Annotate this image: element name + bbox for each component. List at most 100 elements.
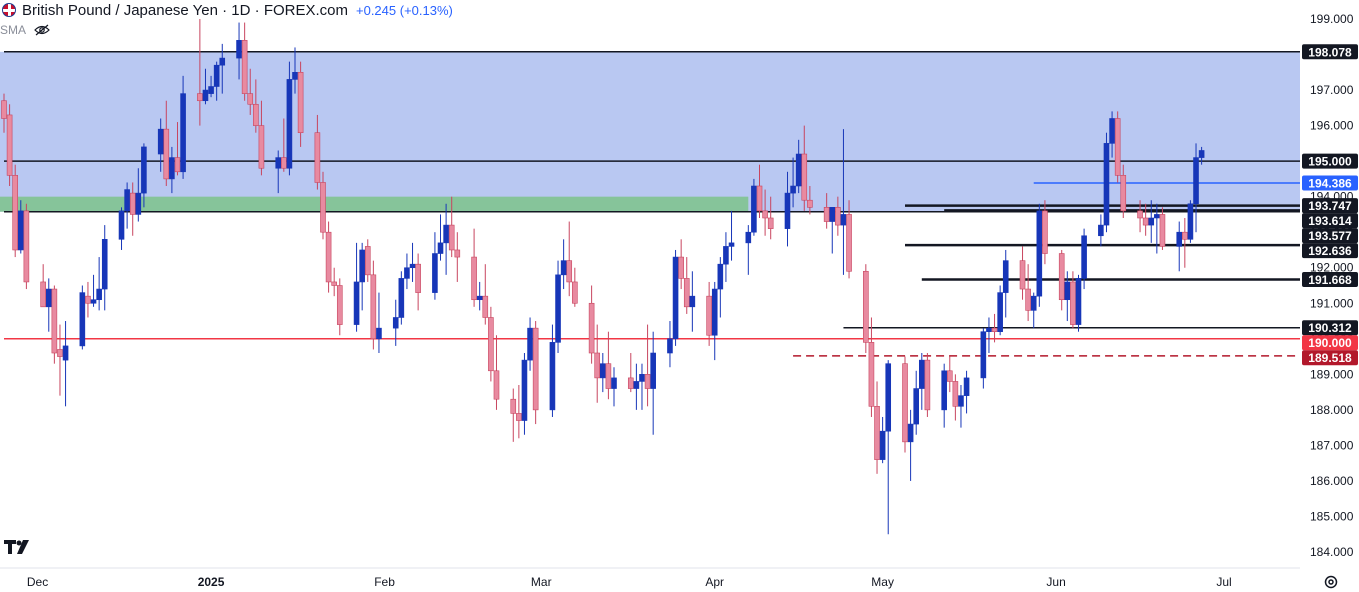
settings-gear-icon[interactable] [1323,574,1339,590]
candle-body [1120,175,1127,212]
candle-body [253,103,259,126]
candle-body [101,239,108,290]
candle-body [728,242,735,247]
axis-label-bg [1302,175,1358,191]
candle-body [588,302,595,354]
candle-body [370,274,377,340]
candle-body [314,132,321,183]
candle-body [320,182,326,233]
candle-body [790,185,796,194]
candle-body [1081,235,1087,279]
candle-body [986,327,992,332]
candle-body [762,210,768,219]
symbol-title[interactable]: British Pound / Japanese Yen · 1D · FORE… [22,1,348,19]
axis-price-label: 195.000 [1308,155,1352,169]
indicator-legend[interactable]: SMA [0,23,50,37]
candle-body [678,256,684,279]
candle-body [174,157,181,173]
candle-body [281,157,287,169]
axis-price-label: 190.000 [1308,336,1352,350]
candle-body [454,249,461,258]
candle-body [1019,260,1026,290]
candle-body [364,246,371,276]
candle-body [1030,295,1037,311]
axis-price-label: 191.668 [1308,273,1352,287]
candle-body [1098,224,1104,237]
candle-body [1159,214,1166,247]
eye-slash-icon[interactable] [34,24,50,36]
candle-body [258,125,265,169]
candle-body [476,295,483,301]
candle-body [868,342,875,407]
x-tick-label: Jun [1046,575,1065,589]
candle-body [336,285,343,325]
candle-body [1148,217,1155,226]
candle-body [275,157,282,169]
candle-body [516,413,522,421]
candle-body [124,189,130,212]
candle-body [840,214,847,226]
axis-label-bg [1302,44,1358,60]
candle-body [683,278,690,308]
candle-body [958,395,964,407]
candle-body [706,295,712,336]
candle-body [286,79,293,169]
candle-body [946,370,953,382]
tradingview-logo-icon[interactable] [4,538,36,558]
axis-label-bg [1302,243,1358,259]
candle-body [1075,278,1082,325]
indicator-label[interactable]: SMA [0,23,27,37]
candle-body [918,359,925,389]
candle-body [241,40,248,94]
x-tick-label: Jul [1216,575,1231,589]
x-tick-label: Mar [531,575,552,589]
candle-body [913,388,920,425]
price-axis[interactable] [1300,0,1359,592]
candle-body [510,398,517,414]
candle-body [409,263,416,269]
candle-body [627,377,634,389]
candle-body [650,352,656,389]
candle-body [1137,210,1143,219]
candle-body [644,374,651,389]
candle-body [219,57,226,66]
candle-body [141,146,147,194]
candle-body [415,263,421,293]
candle-body [835,207,841,226]
candle-body [717,263,724,290]
candle-body [611,377,617,389]
candle-body [1,100,7,119]
candle-body [1042,210,1048,254]
y-tick-label: 187.000 [1310,438,1354,452]
candle-body [823,207,830,222]
candle-body [572,281,578,304]
candle-body [12,175,18,251]
candle-body [1187,203,1194,240]
axis-label-bg [1302,228,1358,244]
candle-body [135,192,142,215]
candle-body [902,363,908,443]
candle-body [247,93,254,105]
candle-body [1142,217,1149,226]
candle-body [157,128,164,155]
candle-body [51,288,58,354]
candle-body [874,406,880,460]
y-tick-label: 191.000 [1310,296,1354,310]
candle-body [980,331,987,379]
candle-body [292,72,298,80]
x-tick-label: Apr [705,575,724,589]
candle-body [180,93,186,173]
axis-price-label: 198.078 [1308,45,1352,59]
candle-body [471,256,477,301]
candle-body [493,370,500,400]
candle-body [392,317,399,329]
candle-body [57,349,63,357]
candle-body [952,381,959,407]
candle-body [482,295,489,318]
candle-body [1193,157,1199,205]
candle-body [1109,118,1115,144]
candle-body [711,288,718,336]
candle-body [6,114,13,176]
candle-body [532,327,539,411]
